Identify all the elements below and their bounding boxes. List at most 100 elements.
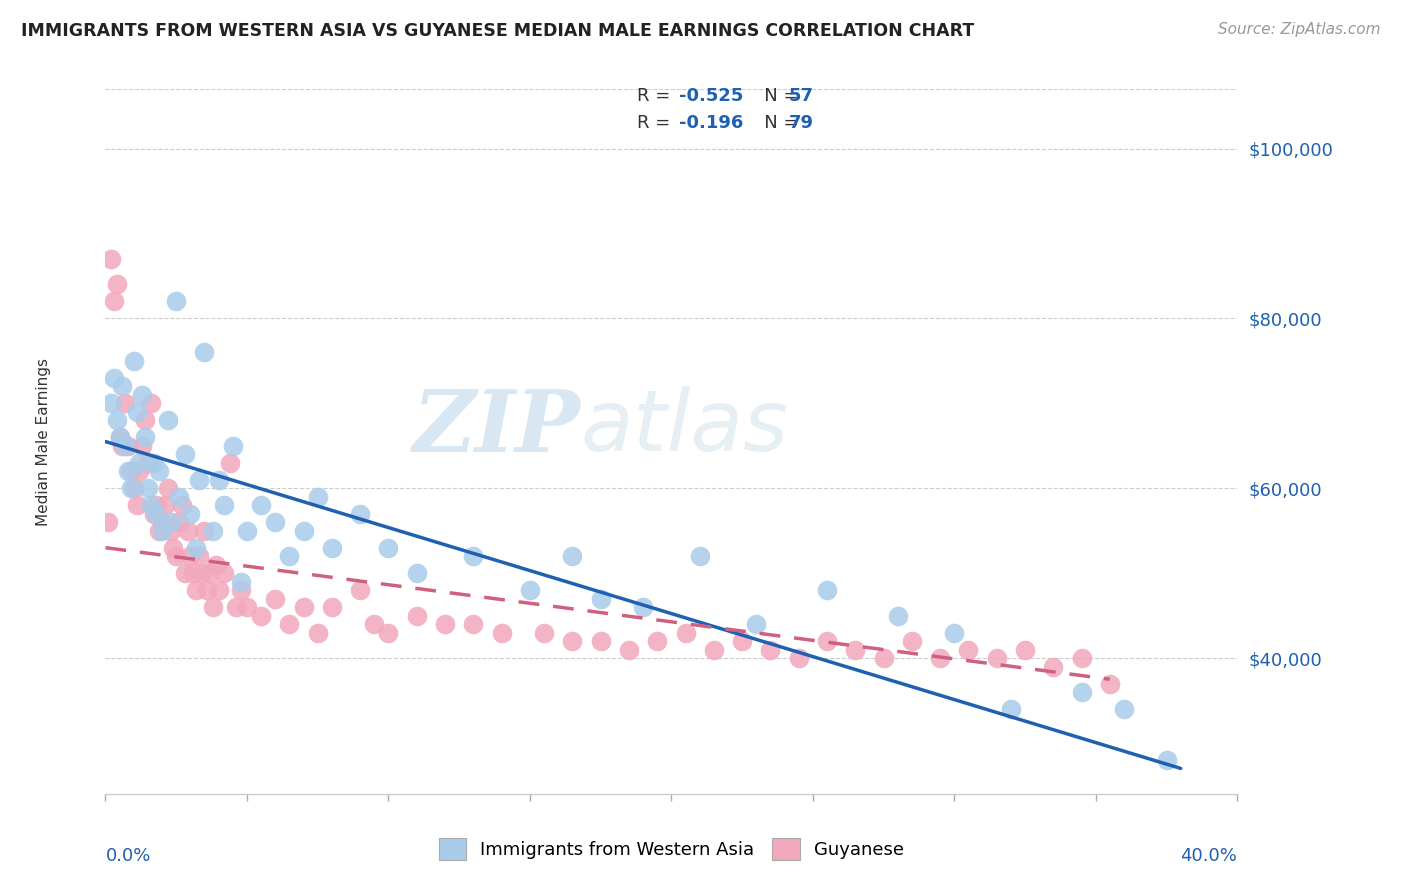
Point [561,549,583,563]
Point [433,617,456,632]
Point [222,439,245,453]
Point [181,566,204,581]
Point [231,583,253,598]
Point [142,507,165,521]
Point [307,490,329,504]
Point [195,583,218,598]
Point [1098,676,1121,690]
Point [170,498,193,512]
Point [167,490,190,504]
Point [377,625,399,640]
Point [184,583,207,598]
Point [631,600,654,615]
Point [264,515,287,529]
Point [117,439,139,453]
Point [165,294,187,309]
Point [589,591,612,606]
Text: R =: R = [637,87,676,105]
Point [128,456,150,470]
Point [153,498,176,512]
Point [139,396,162,410]
Point [190,566,212,581]
Point [100,252,122,266]
Point [100,396,122,410]
Point [131,439,153,453]
Point [703,642,725,657]
Point [231,574,253,589]
Text: IMMIGRANTS FROM WESTERN ASIA VS GUYANESE MEDIAN MALE EARNINGS CORRELATION CHART: IMMIGRANTS FROM WESTERN ASIA VS GUYANESE… [21,22,974,40]
Point [103,371,125,385]
Point [179,507,201,521]
Point [844,642,866,657]
Point [787,651,810,665]
Point [815,634,838,648]
Point [201,524,224,538]
Point [929,651,952,665]
Point [307,625,329,640]
Point [1070,651,1092,665]
Point [204,558,226,572]
Point [689,549,711,563]
Point [122,481,145,495]
Point [201,600,224,615]
Point [148,524,170,538]
Point [159,515,181,529]
Point [134,430,156,444]
Point [150,524,173,538]
Point [148,464,170,478]
Point [176,524,198,538]
Point [278,549,301,563]
Point [184,541,207,555]
Point [872,651,894,665]
Point [759,642,782,657]
Point [156,481,179,495]
Point [145,507,167,521]
Point [1156,753,1178,767]
Point [589,634,612,648]
Text: -0.196: -0.196 [679,114,744,132]
Point [219,456,242,470]
Point [134,413,156,427]
Point [159,524,181,538]
Point [405,608,427,623]
Point [156,413,179,427]
Point [321,541,343,555]
Text: N =: N = [747,114,804,132]
Point [745,617,768,632]
Point [105,413,128,427]
Text: 0.0%: 0.0% [105,847,150,864]
Point [957,642,980,657]
Point [120,464,142,478]
Text: R =: R = [637,114,676,132]
Legend: Immigrants from Western Asia, Guyanese: Immigrants from Western Asia, Guyanese [430,830,912,870]
Point [214,566,236,581]
Point [1042,659,1064,673]
Point [278,617,301,632]
Point [264,591,287,606]
Point [114,396,136,410]
Text: atlas: atlas [581,386,789,469]
Point [179,549,201,563]
Text: Median Male Earnings: Median Male Earnings [35,358,51,525]
Text: ZIP: ZIP [413,385,581,469]
Point [377,541,399,555]
Point [533,625,555,640]
Point [128,464,150,478]
Point [173,447,195,461]
Point [617,642,640,657]
Point [150,515,173,529]
Point [250,608,273,623]
Point [250,498,273,512]
Point [675,625,697,640]
Point [349,583,371,598]
Point [349,507,371,521]
Point [208,583,231,598]
Point [208,473,231,487]
Point [111,379,134,393]
Text: N =: N = [747,87,804,105]
Point [114,439,136,453]
Point [986,651,1008,665]
Point [943,625,966,640]
Point [561,634,583,648]
Point [1114,702,1136,716]
